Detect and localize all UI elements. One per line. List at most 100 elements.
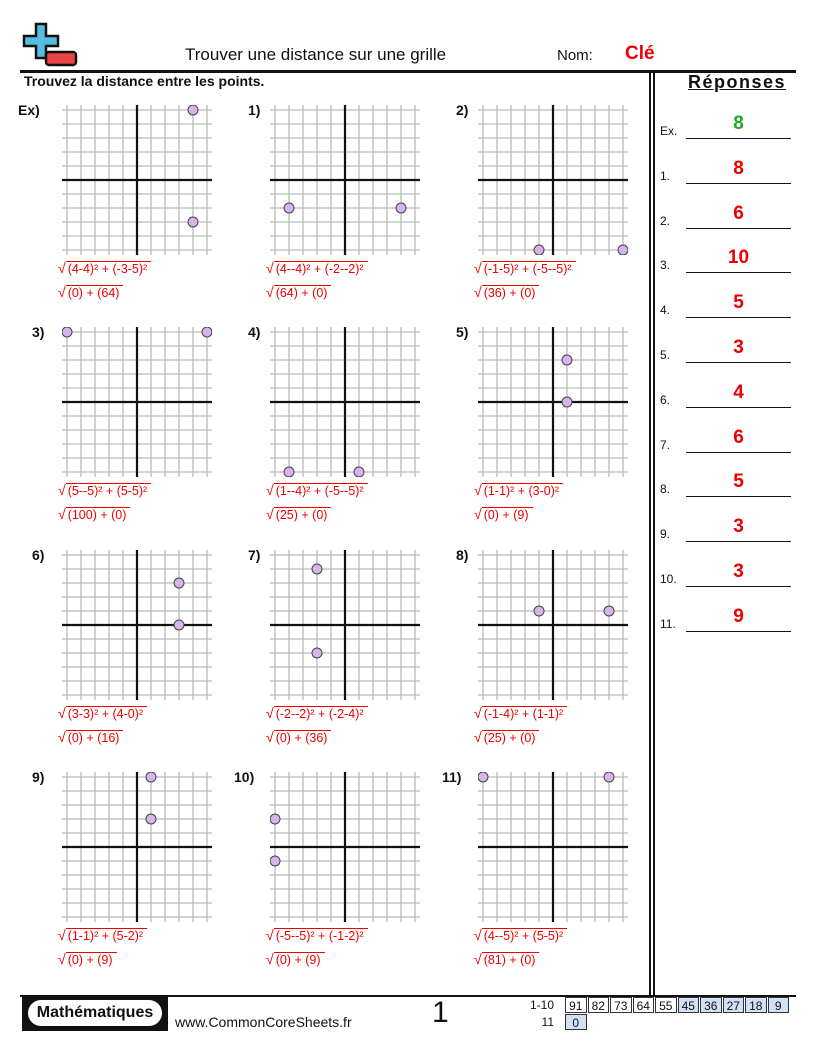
score-cell: 73 bbox=[610, 997, 632, 1013]
answers-title: Réponses bbox=[688, 72, 787, 92]
formula-text: (-1-5)² + (-5--5)² bbox=[481, 261, 576, 276]
plotted-point bbox=[561, 396, 573, 408]
distance-formula-2: √ (0) + (9) bbox=[474, 506, 533, 522]
score-cell: 9 bbox=[767, 997, 789, 1013]
score-cell: 0 bbox=[565, 1014, 587, 1030]
plotted-point bbox=[533, 605, 545, 617]
formula-text: (1-1)² + (3-0)² bbox=[481, 483, 564, 498]
plotted-point bbox=[62, 327, 73, 338]
square-root-icon: √ bbox=[474, 506, 482, 522]
square-root-icon: √ bbox=[266, 482, 274, 498]
answer-line bbox=[686, 496, 791, 498]
answer-line bbox=[686, 227, 791, 229]
answer-label: 6. bbox=[660, 392, 671, 407]
site-url: www.CommonCoreSheets.fr bbox=[175, 1014, 352, 1030]
square-root-icon: √ bbox=[58, 260, 66, 276]
plotted-point bbox=[283, 466, 295, 477]
answer-line bbox=[686, 451, 791, 453]
answer-label: 7. bbox=[660, 437, 671, 452]
square-root-icon: √ bbox=[58, 951, 66, 967]
formula-text: (0) + (36) bbox=[273, 730, 332, 745]
name-value: Clé bbox=[625, 43, 655, 64]
distance-formula-2: √ (0) + (36) bbox=[266, 729, 332, 745]
square-root-icon: √ bbox=[474, 729, 482, 745]
worksheet-title: Trouver une distance sur une grille bbox=[185, 45, 447, 64]
square-root-icon: √ bbox=[474, 260, 482, 276]
distance-formula-1: √ (1--4)² + (-5--5)² bbox=[266, 482, 368, 498]
plotted-point bbox=[311, 647, 323, 659]
square-root-icon: √ bbox=[474, 951, 482, 967]
answer-line bbox=[686, 182, 791, 184]
answer-label: 8. bbox=[660, 482, 671, 497]
formula-text: (25) + (0) bbox=[273, 507, 332, 522]
answer-label: 4. bbox=[660, 303, 671, 318]
plotted-point bbox=[187, 216, 199, 228]
answer-value: 3 bbox=[733, 561, 744, 582]
distance-formula-1: √ (1-1)² + (3-0)² bbox=[474, 482, 564, 498]
problem-label: 4) bbox=[248, 324, 261, 340]
formula-text: (4--5)² + (5-5)² bbox=[481, 928, 568, 943]
score-row-label: 11 bbox=[541, 1015, 554, 1029]
answer-value: 8 bbox=[733, 157, 744, 179]
score-cell: 64 bbox=[632, 997, 654, 1013]
formula-text: (81) + (0) bbox=[481, 952, 540, 967]
distance-formula-1: √ (-5--5)² + (-1-2)² bbox=[266, 927, 368, 943]
formula-text: (0) + (64) bbox=[65, 285, 124, 300]
formula-text: (4--4)² + (-2--2)² bbox=[273, 261, 368, 276]
page-number: 1 bbox=[432, 996, 449, 1029]
answer-line bbox=[686, 317, 791, 319]
square-root-icon: √ bbox=[58, 506, 66, 522]
score-cell: 55 bbox=[655, 997, 677, 1013]
score-cell: 36 bbox=[700, 997, 722, 1013]
answer-value: 6 bbox=[733, 426, 744, 448]
problem-label: 1) bbox=[248, 102, 261, 118]
distance-formula-1: √ (-2--2)² + (-2-4)² bbox=[266, 705, 368, 721]
distance-formula-1: √ (4-4)² + (-3-5)² bbox=[58, 260, 152, 276]
coordinate-grid bbox=[270, 772, 420, 922]
square-root-icon: √ bbox=[266, 951, 274, 967]
formula-text: (1-1)² + (5-2)² bbox=[65, 928, 148, 943]
formula-text: (5--5)² + (5-5)² bbox=[65, 483, 152, 498]
coordinate-grid bbox=[478, 550, 628, 700]
problem-label: 9) bbox=[32, 769, 45, 785]
plotted-point bbox=[201, 327, 212, 338]
distance-formula-2: √ (81) + (0) bbox=[474, 951, 540, 967]
answer-value: 5 bbox=[733, 292, 744, 314]
formula-text: (-1-4)² + (1-1)² bbox=[481, 706, 568, 721]
problem-label: 7) bbox=[248, 547, 261, 563]
plotted-point bbox=[311, 563, 323, 575]
answer-label: 5. bbox=[660, 348, 671, 362]
answer-label: 11. bbox=[660, 616, 676, 631]
formula-text: (0) + (9) bbox=[65, 952, 117, 967]
distance-formula-1: √ (4--4)² + (-2--2)² bbox=[266, 260, 368, 276]
plotted-point bbox=[145, 772, 157, 783]
distance-formula-1: √ (3-3)² + (4-0)² bbox=[58, 705, 148, 721]
coordinate-grid bbox=[62, 105, 212, 255]
distance-formula-2: √ (0) + (64) bbox=[58, 284, 124, 300]
square-root-icon: √ bbox=[266, 284, 274, 300]
answer-value: 9 bbox=[733, 605, 744, 627]
square-root-icon: √ bbox=[474, 284, 482, 300]
answer-value: 10 bbox=[727, 247, 750, 269]
answer-line bbox=[686, 138, 791, 139]
square-root-icon: √ bbox=[266, 729, 274, 745]
answer-value: 3 bbox=[733, 516, 744, 538]
distance-formula-2: √ (25) + (0) bbox=[474, 729, 540, 745]
square-root-icon: √ bbox=[474, 482, 482, 498]
answer-label: 3. bbox=[660, 258, 671, 273]
plotted-point bbox=[270, 855, 281, 867]
square-root-icon: √ bbox=[58, 705, 66, 721]
answer-line bbox=[686, 362, 791, 363]
plotted-point bbox=[353, 466, 365, 477]
plotted-point bbox=[395, 202, 407, 214]
problem-label: 2) bbox=[456, 102, 469, 118]
distance-formula-1: √ (-1-5)² + (-5--5)² bbox=[474, 260, 576, 276]
answer-value: 6 bbox=[733, 202, 744, 224]
distance-formula-1: √ (5--5)² + (5-5)² bbox=[58, 482, 152, 498]
plotted-point bbox=[478, 772, 489, 783]
distance-formula-2: √ (0) + (16) bbox=[58, 729, 124, 745]
plotted-point bbox=[173, 619, 185, 631]
plotted-point bbox=[145, 813, 157, 825]
problem-label: Ex) bbox=[18, 102, 40, 118]
formula-text: (0) + (9) bbox=[273, 952, 325, 967]
